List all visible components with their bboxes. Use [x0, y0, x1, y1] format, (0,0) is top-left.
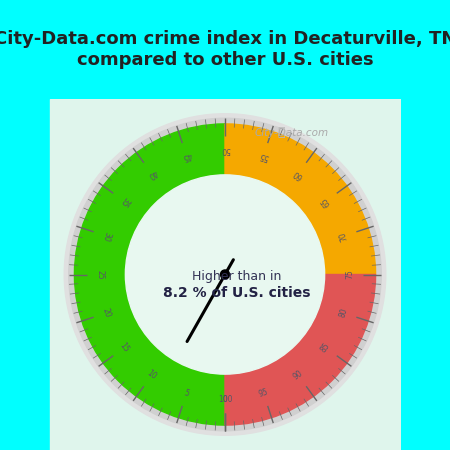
Text: 5: 5	[183, 388, 190, 398]
Text: 100: 100	[218, 395, 232, 404]
Text: 10: 10	[145, 369, 158, 382]
Text: 20: 20	[101, 307, 112, 319]
Text: 70: 70	[338, 230, 349, 242]
Text: 55: 55	[257, 150, 270, 162]
Text: 85: 85	[320, 341, 332, 354]
Text: 50: 50	[220, 145, 230, 154]
Text: 80: 80	[338, 307, 349, 319]
Circle shape	[64, 114, 386, 435]
Circle shape	[126, 175, 324, 374]
Text: 65: 65	[319, 195, 332, 208]
Circle shape	[220, 270, 230, 279]
Text: ⓘ: ⓘ	[278, 126, 285, 140]
Text: 35: 35	[118, 195, 131, 208]
Text: 25: 25	[96, 270, 105, 279]
Text: Higher than in: Higher than in	[192, 270, 281, 283]
Circle shape	[69, 118, 381, 431]
Text: 0: 0	[223, 395, 227, 404]
Text: 8.2 % of U.S. cities: 8.2 % of U.S. cities	[162, 286, 310, 300]
Text: 40: 40	[145, 167, 158, 180]
Text: 30: 30	[101, 230, 112, 242]
Wedge shape	[74, 124, 225, 425]
Text: 90: 90	[292, 369, 305, 382]
Text: 95: 95	[257, 387, 270, 399]
Wedge shape	[225, 274, 376, 425]
Text: City-Data.com: City-Data.com	[255, 128, 329, 138]
Text: 15: 15	[118, 341, 130, 354]
Text: 75: 75	[345, 270, 354, 279]
Text: 60: 60	[292, 167, 305, 180]
Text: City-Data.com crime index in Decaturville, TN
compared to other U.S. cities: City-Data.com crime index in Decaturvill…	[0, 30, 450, 69]
Wedge shape	[225, 124, 376, 274]
Text: 45: 45	[180, 150, 193, 162]
